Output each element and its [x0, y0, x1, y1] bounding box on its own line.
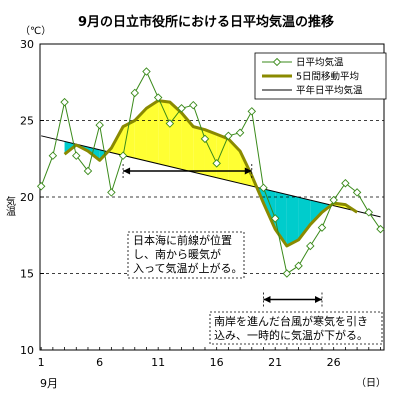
daily-temperature-marker [107, 188, 116, 197]
daily-temperature-marker [247, 107, 257, 116]
arrow-head-left [263, 296, 271, 304]
daily-temperature-marker [270, 214, 280, 223]
y-tick-label: 25 [20, 115, 34, 128]
cold-anomaly-fill [298, 197, 311, 240]
warm-anomaly-fill [204, 129, 217, 178]
arrow-head-right [314, 296, 322, 304]
arrow-head-left [123, 167, 131, 175]
daily-temperature-marker [200, 134, 210, 144]
legend-normal: 平年日平均気温 [296, 85, 363, 97]
daily-temperature-marker [153, 93, 163, 102]
annotation-box [127, 231, 245, 279]
legend-moving-avg: 5日間移動平均 [296, 71, 359, 83]
annotation-warm-front: 日本海に前線が位置 し、南から暖気が 入って気温が上がる。 [127, 231, 245, 279]
daily-temperature-marker [341, 178, 350, 188]
cold-anomaly-fill [286, 194, 299, 246]
daily-temperature-marker [235, 128, 245, 137]
annotation-line: し、南から暖気が [133, 247, 221, 261]
y-tick-label: 20 [20, 191, 34, 204]
annotation-box [209, 311, 383, 345]
annotation-line: 南岸を進んだ台風が寒気を引き [214, 314, 368, 328]
x-tick-label: 1 [38, 356, 45, 369]
daily-temperature-marker [224, 131, 233, 141]
cold-anomaly-fill [310, 200, 322, 225]
daily-temperature-marker [72, 151, 81, 160]
y-tick-label: 30 [20, 38, 34, 51]
daily-temperature-marker [165, 119, 175, 128]
warm-anomaly-fill [146, 100, 159, 164]
warm-anomaly-fill [216, 134, 229, 181]
legend: 日平均気温 5日間移動平均 平年日平均気温 [254, 52, 387, 100]
daily-temperature-marker [118, 151, 128, 160]
daily-temperature-marker [317, 223, 327, 232]
daily-temperature-line [40, 70, 381, 275]
x-axis-caption: 9月 [40, 377, 58, 390]
daily-temperature-marker [282, 269, 292, 278]
daily-temperature-marker [352, 188, 362, 197]
daily-temperature-marker [48, 151, 58, 160]
daily-temperature-marker [294, 261, 303, 271]
warm-anomaly-fill [181, 112, 194, 173]
x-tick-label: 16 [210, 356, 224, 369]
legend-daily: 日平均気温 [296, 57, 344, 69]
daily-temperature-marker [83, 166, 93, 176]
arrow-head-right [244, 167, 252, 175]
daily-temperature-marker [364, 208, 374, 217]
daily-temperature-marker [306, 241, 315, 251]
y-axis-unit: （℃） [20, 25, 51, 37]
x-tick-label: 11 [151, 356, 165, 369]
y-tick-label: 15 [20, 268, 34, 281]
x-tick-label: 6 [96, 356, 103, 369]
legend-daily-marker [272, 57, 282, 67]
chart-title: 9月の日立市役所における日平均気温の推移 [78, 14, 334, 30]
normal-temperature-line [41, 135, 381, 218]
annotation-typhoon: 南岸を進んだ台風が寒気を引き 込み、一時的に気温が下がる。 [209, 311, 383, 345]
warm-anomaly-fill [134, 108, 147, 161]
x-tick-label: 26 [327, 356, 341, 369]
daily-temperature-marker [95, 120, 104, 130]
daily-temperature-marker [212, 159, 221, 168]
daily-temperature-marker [60, 97, 69, 107]
daily-temperature-marker [142, 67, 151, 76]
moving-average-line [63, 99, 358, 248]
daily-temperature-marker [36, 182, 46, 191]
x-axis-unit: （日） [356, 377, 386, 389]
annotation-line: 入って気温が上がる。 [133, 261, 242, 275]
daily-temperature-marker [130, 88, 140, 98]
daily-temperature-marker [259, 183, 268, 193]
daily-temperature-marker [177, 104, 186, 113]
warm-anomaly-fill [123, 120, 135, 159]
daily-temperature-marker [189, 100, 198, 110]
x-tick-label: 21 [268, 356, 282, 369]
annotation-line: 込み、一時的に気温が下がる。 [214, 328, 368, 342]
daily-temperature-marker [376, 224, 385, 234]
y-axis-label: 気温 [4, 195, 16, 216]
y-tick-label: 10 [20, 344, 34, 357]
annotation-line: 日本海に前線が位置 [133, 233, 232, 247]
daily-temperature-marker [329, 195, 338, 205]
